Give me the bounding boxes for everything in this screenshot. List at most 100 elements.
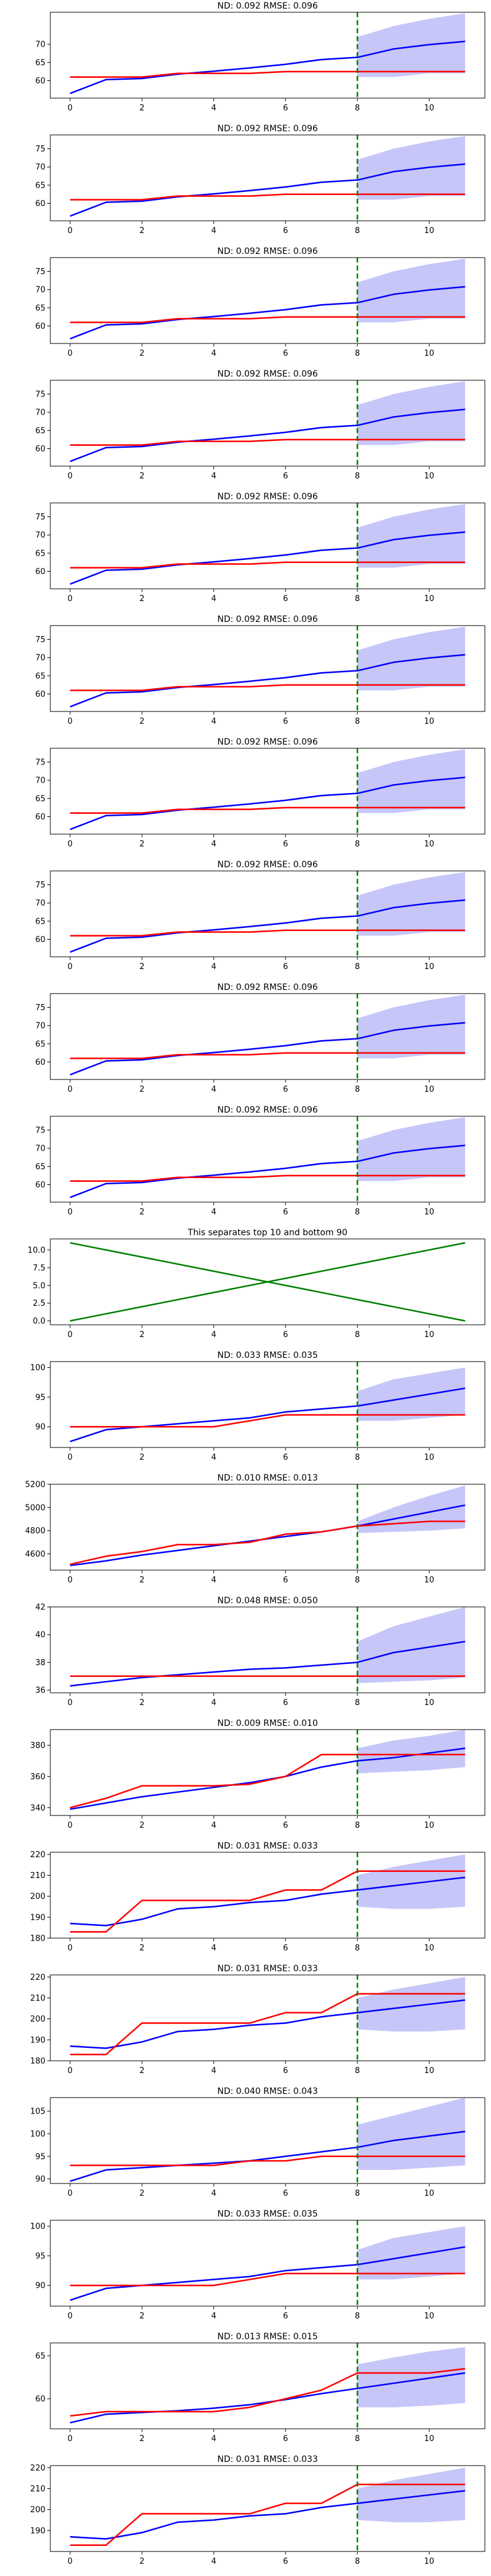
x-tick-label: 0 bbox=[68, 2434, 72, 2444]
x-tick-label: 2 bbox=[139, 2312, 144, 2321]
chart-panel: ND: 0.010 RMSE: 0.013 0 2 4 6 8 10 4600 4800 5000… bbox=[25, 1473, 485, 1585]
plot-frame bbox=[50, 870, 485, 957]
actual-line bbox=[70, 193, 465, 201]
y-tick-label: 100 bbox=[30, 1363, 45, 1373]
chart-panel: ND: 0.009 RMSE: 0.010 0 2 4 6 8 10 340 360 380 bbox=[30, 1719, 485, 1830]
predicted-line bbox=[69, 2131, 465, 2182]
y-tick-label: 75 bbox=[35, 267, 45, 277]
y-tick-label: 65 bbox=[35, 917, 45, 926]
x-tick-label: 8 bbox=[355, 472, 360, 481]
x-tick-label: 10 bbox=[424, 1208, 435, 1217]
x-tick-label: 8 bbox=[355, 2557, 360, 2566]
x-tick-label: 4 bbox=[211, 594, 216, 604]
predicted-line bbox=[69, 1022, 465, 1076]
chart-title: ND: 0.092 RMSE: 0.096 bbox=[217, 124, 318, 134]
x-tick-label: 6 bbox=[283, 962, 288, 972]
y-tick-label: 7.5 bbox=[33, 1263, 45, 1273]
y-tick-label: 65 bbox=[35, 304, 45, 313]
chart-title: ND: 0.031 RMSE: 0.033 bbox=[217, 2455, 318, 2464]
y-tick-label: 75 bbox=[35, 881, 45, 890]
x-tick-label: 8 bbox=[355, 349, 360, 358]
y-tick-label: 60 bbox=[35, 2395, 45, 2404]
predicted-line bbox=[69, 2372, 465, 2424]
x-tick-label: 8 bbox=[355, 1821, 360, 1830]
plot-frame bbox=[50, 2220, 485, 2307]
y-tick-label: 10.0 bbox=[28, 1246, 45, 1255]
chart-title: ND: 0.092 RMSE: 0.096 bbox=[217, 860, 318, 870]
actual-line bbox=[70, 1175, 465, 1182]
x-tick-label: 6 bbox=[283, 1208, 288, 1217]
plot-frame bbox=[50, 502, 485, 589]
chart-title: ND: 0.092 RMSE: 0.096 bbox=[217, 369, 318, 379]
plot-frame bbox=[50, 2342, 485, 2429]
x-tick-label: 6 bbox=[283, 840, 288, 849]
x-tick-label: 2 bbox=[139, 1085, 144, 1094]
predicted-line bbox=[69, 163, 465, 217]
x-tick-label: 4 bbox=[211, 2312, 216, 2321]
chart-title: ND: 0.092 RMSE: 0.096 bbox=[217, 737, 318, 747]
y-tick-label: 190 bbox=[30, 2526, 45, 2536]
chart-panel: ND: 0.013 RMSE: 0.015 0 2 4 6 8 10 60 65 bbox=[35, 2332, 485, 2444]
confidence-band bbox=[357, 1607, 465, 1684]
y-tick-label: 100 bbox=[30, 2129, 45, 2139]
x-tick-label: 8 bbox=[355, 962, 360, 972]
confidence-band bbox=[357, 258, 465, 323]
x-tick-label: 0 bbox=[68, 1208, 72, 1217]
y-tick-label: 200 bbox=[30, 2015, 45, 2024]
actual-line bbox=[70, 1870, 465, 1933]
actual-line bbox=[70, 1414, 465, 1428]
chart-title: ND: 0.013 RMSE: 0.015 bbox=[217, 2332, 318, 2342]
x-tick-label: 4 bbox=[211, 1330, 216, 1340]
y-tick-label: 100 bbox=[30, 2222, 45, 2231]
y-tick-label: 70 bbox=[35, 408, 45, 418]
y-tick-label: 190 bbox=[30, 1913, 45, 1922]
y-tick-label: 190 bbox=[30, 2036, 45, 2045]
confidence-band bbox=[357, 2467, 465, 2523]
plot-frame bbox=[50, 1729, 485, 1816]
y-tick-label: 60 bbox=[35, 1058, 45, 1067]
y-tick-label: 65 bbox=[35, 1040, 45, 1049]
chart-title: ND: 0.033 RMSE: 0.035 bbox=[217, 1351, 318, 1360]
confidence-band bbox=[357, 1854, 465, 1909]
y-tick-label: 360 bbox=[30, 1773, 45, 1782]
actual-line bbox=[70, 684, 465, 691]
x-tick-label: 2 bbox=[139, 104, 144, 113]
x-tick-label: 0 bbox=[68, 1085, 72, 1094]
x-tick-label: 2 bbox=[139, 717, 144, 726]
x-tick-label: 10 bbox=[424, 2557, 435, 2566]
plot-frame bbox=[50, 1238, 485, 1325]
y-tick-label: 180 bbox=[30, 2057, 45, 2066]
y-tick-label: 70 bbox=[35, 286, 45, 295]
x-tick-label: 8 bbox=[355, 1330, 360, 1340]
y-tick-label: 180 bbox=[30, 1934, 45, 1944]
x-tick-label: 10 bbox=[424, 1330, 435, 1340]
x-tick-label: 4 bbox=[211, 2434, 216, 2444]
plot-frame bbox=[50, 380, 485, 467]
x-tick-label: 8 bbox=[355, 2434, 360, 2444]
chart-panel: ND: 0.092 RMSE: 0.096 0 2 4 6 8 10 60 65 70 75 bbox=[35, 247, 485, 358]
y-tick-label: 65 bbox=[35, 1162, 45, 1171]
chart-panel: ND: 0.040 RMSE: 0.043 0 2 4 6 8 10 90 95 100 105 bbox=[30, 2087, 485, 2198]
plot-frame bbox=[50, 1852, 485, 1939]
chart-panel: ND: 0.092 RMSE: 0.096 0 2 4 6 8 10 60 65 70 75 bbox=[35, 369, 485, 481]
x-tick-label: 2 bbox=[139, 1576, 144, 1585]
actual-line bbox=[70, 2483, 465, 2547]
y-tick-label: 70 bbox=[35, 1144, 45, 1154]
x-tick-label: 0 bbox=[68, 962, 72, 972]
x-tick-label: 6 bbox=[283, 1453, 288, 1462]
x-tick-label: 0 bbox=[68, 104, 72, 113]
y-tick-label: 70 bbox=[35, 1022, 45, 1031]
actual-line bbox=[70, 807, 465, 814]
x-tick-label: 4 bbox=[211, 104, 216, 113]
y-tick-label: 75 bbox=[35, 635, 45, 645]
chart-title: ND: 0.092 RMSE: 0.096 bbox=[217, 492, 318, 502]
x-tick-label: 2 bbox=[139, 1208, 144, 1217]
y-tick-label: 340 bbox=[30, 1804, 45, 1813]
x-tick-label: 10 bbox=[424, 226, 435, 236]
x-tick-label: 2 bbox=[139, 472, 144, 481]
y-tick-label: 65 bbox=[35, 672, 45, 681]
chart-title: ND: 0.092 RMSE: 0.096 bbox=[217, 1, 318, 11]
x-tick-label: 10 bbox=[424, 1085, 435, 1094]
chart-title: ND: 0.031 RMSE: 0.033 bbox=[217, 1841, 318, 1851]
